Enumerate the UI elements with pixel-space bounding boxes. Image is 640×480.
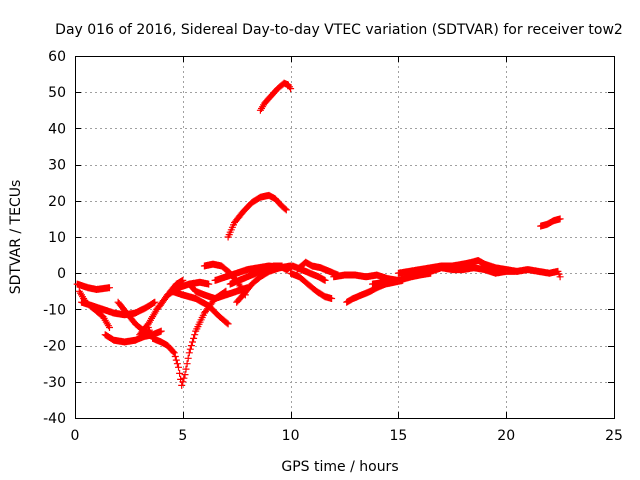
data-point-markers	[256, 79, 295, 114]
data-point-markers	[73, 280, 113, 293]
series-arc-o	[224, 191, 290, 241]
x-tick-label: 10	[282, 428, 300, 444]
y-tick-label: 30	[48, 158, 66, 174]
y-tick-label: -40	[43, 411, 66, 427]
series-arc-g	[144, 287, 230, 389]
data-point-markers	[168, 287, 232, 328]
y-tick-label: -10	[43, 302, 66, 318]
series-arc-z	[537, 215, 564, 230]
data-point-markers	[287, 269, 336, 302]
y-axis-label: SDTVAR / TECUs	[8, 180, 24, 295]
y-tick-label: 40	[48, 121, 66, 137]
series-arc-s	[293, 258, 342, 279]
data-point-markers	[78, 298, 159, 319]
x-tick-label: 25	[605, 428, 623, 444]
series-arc-r	[287, 269, 336, 302]
y-tick-label: -20	[43, 339, 66, 355]
y-tick-label: 0	[57, 266, 66, 282]
x-tick-label: 15	[389, 428, 407, 444]
y-tick-label: 10	[48, 230, 66, 246]
data-point-markers	[537, 215, 564, 230]
y-tick-label: 50	[48, 85, 66, 101]
x-axis-label: GPS time / hours	[281, 459, 398, 475]
series-arc-a	[73, 280, 113, 293]
x-tick-label: 5	[178, 428, 187, 444]
data-point-markers	[144, 287, 230, 389]
series-arc-p	[256, 79, 295, 114]
chart-title: Day 016 of 2016, Sidereal Day-to-day VTE…	[55, 22, 623, 38]
y-tick-label: 20	[48, 194, 66, 210]
data-series	[73, 79, 564, 389]
series-arc-y	[513, 266, 564, 281]
series-arc-x	[416, 264, 519, 279]
grid-lines	[75, 56, 614, 418]
data-point-markers	[224, 191, 290, 241]
data-point-markers	[416, 264, 519, 279]
x-tick-label: 20	[497, 428, 515, 444]
series-arc-i	[168, 287, 232, 328]
data-point-markers	[293, 258, 342, 279]
y-tick-label: 60	[48, 49, 66, 65]
axis-ticks: 0 5 10 15 20 25 -40 -30 -20 -10 0 10 20 30 40 50 60	[43, 49, 623, 444]
x-tick-label: 0	[71, 428, 80, 444]
data-point-markers	[513, 266, 564, 281]
series-arc-c	[78, 298, 159, 319]
y-tick-label: -30	[43, 375, 66, 391]
